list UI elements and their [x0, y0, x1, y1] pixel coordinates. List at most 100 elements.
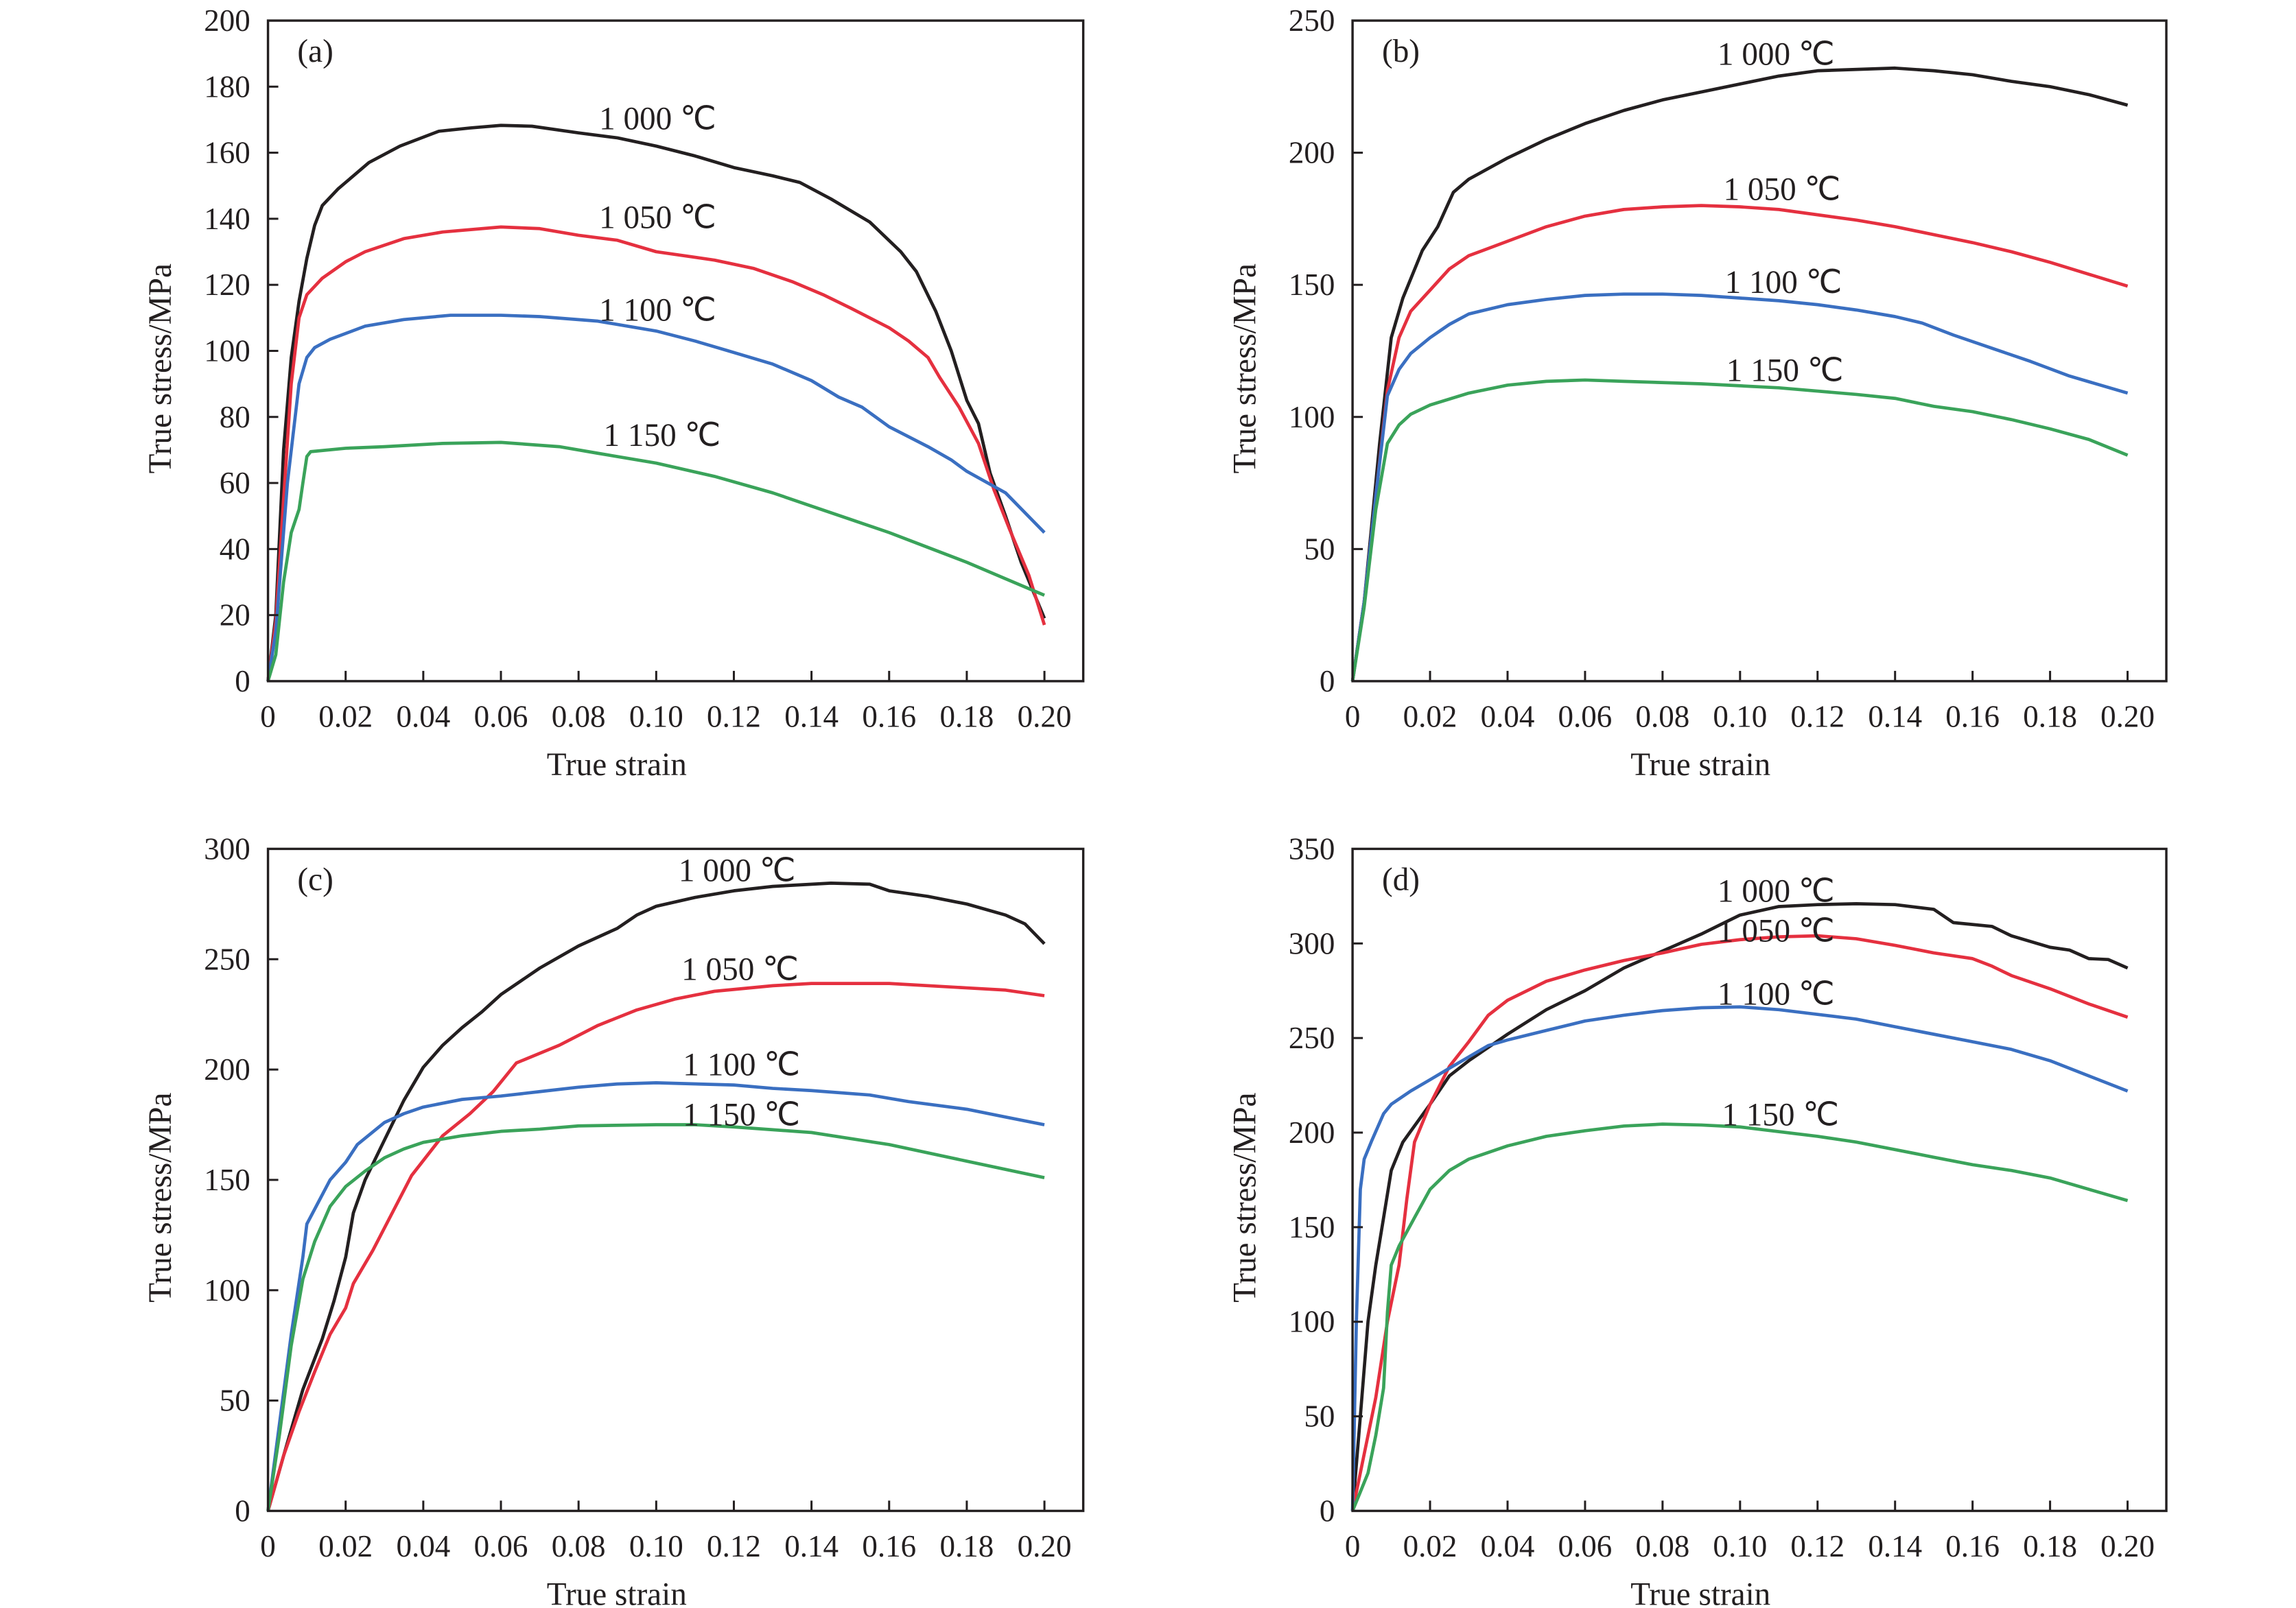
series-line-2 — [1350, 934, 2129, 1511]
series-label: 1 150 ℃ — [1726, 353, 1844, 388]
x-tick-label: 0 — [1345, 1529, 1361, 1563]
panel-label: (b) — [1382, 34, 1420, 69]
y-tick-label: 180 — [204, 69, 250, 104]
x-tick-label: 0.16 — [1945, 699, 2000, 733]
y-tick-label: 300 — [1289, 926, 1335, 960]
y-tick-label: 50 — [1304, 1399, 1335, 1434]
y-tick-label: 200 — [204, 1052, 250, 1087]
series-label: 1 050 ℃ — [681, 951, 799, 987]
series-label: 1 050 ℃ — [1718, 914, 1835, 949]
plot-frame — [1351, 19, 2168, 683]
y-tick-label: 140 — [204, 202, 250, 236]
y-tick-label: 0 — [235, 664, 250, 698]
x-tick-label: 0.14 — [1868, 699, 1922, 733]
series-line-3 — [266, 314, 1046, 682]
y-tick-label: 200 — [1289, 1115, 1335, 1150]
series-label: 1 000 ℃ — [1718, 36, 1835, 72]
x-tick-label: 0.06 — [1558, 699, 1613, 733]
x-tick-label: 0.08 — [552, 699, 606, 733]
chart-panel-a: 1 000 ℃ 1 050 ℃ 1 100 ℃ 1 150 ℃ 0 0.02 0.04 0.0… — [143, 3, 1085, 783]
x-tick-label: 0.10 — [1713, 699, 1767, 733]
series-label: 1 100 ℃ — [1725, 265, 1842, 300]
x-tick-label: 0.02 — [318, 1529, 373, 1563]
y-tick-label: 250 — [1289, 1021, 1335, 1055]
x-tick-label: 0.14 — [784, 699, 839, 733]
y-axis-title: True stress/MPa — [143, 263, 178, 473]
panel-label: (d) — [1382, 862, 1420, 897]
y-tick-label: 50 — [1304, 532, 1335, 566]
x-tick-label: 0.20 — [2100, 1529, 2155, 1563]
y-tick-label: 350 — [1289, 831, 1335, 866]
x-tick-label: 0 — [260, 699, 276, 733]
chart-panel-b: 1 000 ℃ 1 050 ℃ 1 100 ℃ 1 150 ℃ 0 0.02 0.04 0.0… — [1228, 3, 2168, 783]
x-tick-label: 0.04 — [1481, 1529, 1535, 1563]
x-tick-label: 0.10 — [1713, 1529, 1767, 1563]
x-tick-label: 0.04 — [396, 1529, 450, 1563]
series-line-3 — [266, 1081, 1045, 1511]
x-tick-label: 0.04 — [1481, 699, 1535, 733]
series-line-1 — [266, 882, 1046, 1512]
x-tick-label: 0.20 — [1018, 699, 1072, 733]
y-tick-label: 150 — [1289, 268, 1335, 302]
series-line-1 — [1350, 66, 2129, 682]
y-tick-label: 250 — [204, 942, 250, 976]
plot-frame — [1351, 847, 2168, 1513]
x-tick-label: 0.08 — [1635, 699, 1689, 733]
y-tick-label: 100 — [1289, 1305, 1335, 1339]
series-line-1 — [266, 123, 1046, 682]
x-tick-label: 0.06 — [474, 699, 528, 733]
y-tick-label: 0 — [1320, 664, 1335, 698]
x-axis-title: True strain — [1630, 1577, 1770, 1608]
x-tick-label: 0.08 — [1635, 1529, 1689, 1563]
series-label: 1 100 ℃ — [683, 1048, 800, 1083]
x-tick-label: 0.18 — [2023, 699, 2077, 733]
x-tick-label: 0.12 — [1790, 699, 1844, 733]
series-label: 1 000 ℃ — [1718, 874, 1835, 910]
chart-panel-c: 1 000 ℃ 1 050 ℃ 1 100 ℃ 1 150 ℃ 0 0.02 0.04 0.0… — [143, 831, 1085, 1608]
y-tick-label: 20 — [220, 598, 250, 632]
x-tick-label: 0 — [260, 1529, 276, 1563]
y-tick-label: 300 — [204, 831, 250, 866]
series-label: 1 100 ℃ — [1718, 977, 1835, 1013]
series-line-3 — [1350, 1005, 2129, 1511]
series-line-1 — [1350, 902, 2129, 1511]
panel-label: (a) — [297, 34, 333, 69]
y-axis-title: True stress/MPa — [1228, 263, 1263, 473]
series-label: 1 150 ℃ — [683, 1098, 800, 1133]
chart-panel-d: 1 000 ℃ 1 050 ℃ 1 100 ℃ 1 150 ℃ 0 0.02 0.04 0.0… — [1228, 831, 2168, 1608]
y-tick-label: 150 — [204, 1163, 250, 1197]
y-tick-label: 80 — [220, 400, 250, 434]
x-tick-label: 0.04 — [396, 699, 450, 733]
x-tick-label: 0.02 — [318, 699, 373, 733]
x-tick-label: 0.08 — [552, 1529, 606, 1563]
series-label: 1 050 ℃ — [1724, 172, 1841, 208]
y-axis-title: True stress/MPa — [1228, 1092, 1263, 1302]
x-tick-label: 0.16 — [1945, 1529, 2000, 1563]
series-label: 1 150 ℃ — [604, 418, 721, 453]
x-tick-label: 0.12 — [707, 1529, 761, 1563]
series-label: 1 000 ℃ — [599, 102, 716, 137]
series-label: 1 100 ℃ — [599, 293, 716, 329]
y-tick-label: 200 — [1289, 136, 1335, 170]
series-label: 1 050 ℃ — [599, 200, 716, 235]
x-tick-label: 0.10 — [629, 699, 683, 733]
x-tick-label: 0.18 — [940, 699, 994, 733]
series-label: 1 000 ℃ — [679, 853, 796, 889]
y-tick-label: 0 — [1320, 1493, 1335, 1528]
y-tick-label: 100 — [204, 1273, 250, 1308]
x-tick-label: 0.02 — [1403, 699, 1457, 733]
series-line-4 — [266, 1123, 1045, 1511]
series-line-2 — [266, 225, 1046, 682]
series-line-3 — [1350, 292, 2129, 682]
series-line-4 — [266, 440, 1045, 682]
y-tick-label: 40 — [220, 532, 250, 566]
y-tick-label: 50 — [220, 1384, 250, 1418]
series-line-4 — [1350, 1122, 2129, 1512]
y-tick-label: 150 — [1289, 1210, 1335, 1244]
x-tick-label: 0 — [1345, 699, 1361, 733]
x-tick-label: 0.14 — [784, 1529, 839, 1563]
series-line-4 — [1350, 378, 2129, 682]
series-line-2 — [1350, 204, 2129, 682]
y-axis-title: True stress/MPa — [143, 1092, 178, 1302]
